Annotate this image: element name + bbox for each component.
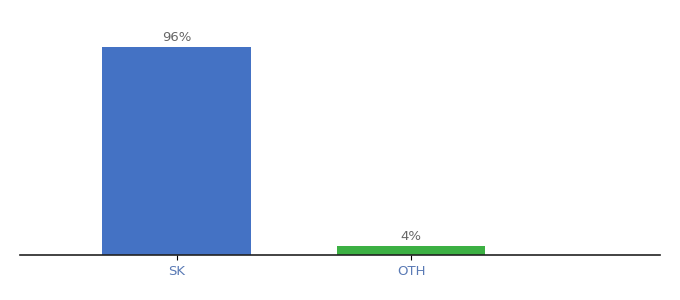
Text: 96%: 96%: [162, 31, 191, 44]
Bar: [337, 246, 486, 255]
Text: 4%: 4%: [401, 230, 422, 243]
Bar: [103, 47, 251, 255]
